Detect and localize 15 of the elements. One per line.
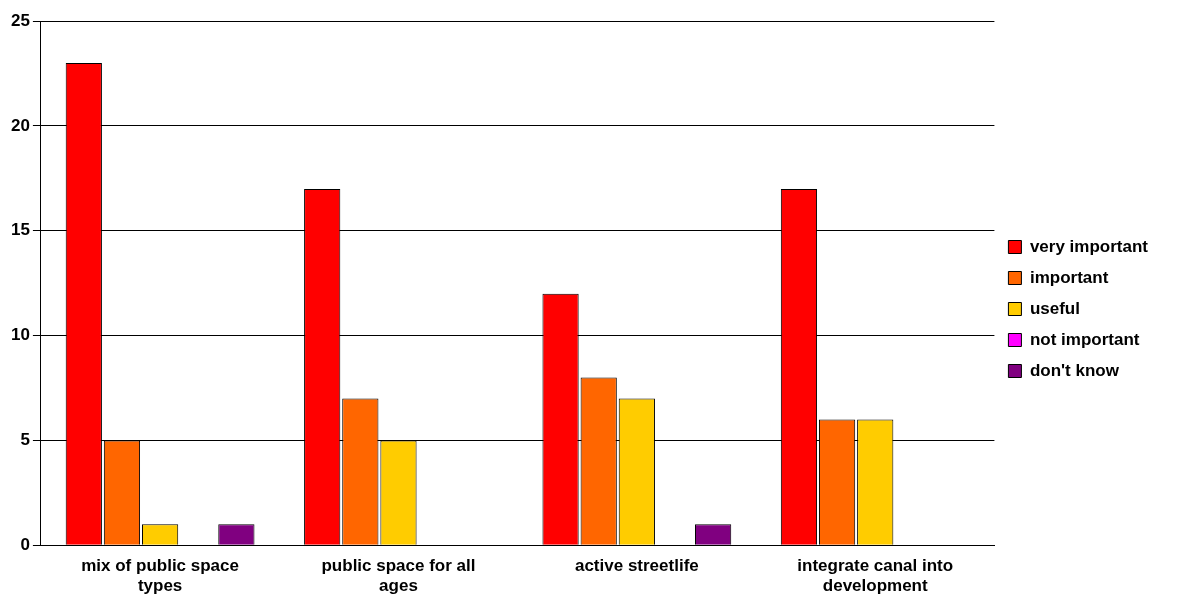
x-tick-label: mix of public space types	[81, 556, 239, 596]
y-tick-label: 5	[20, 430, 30, 450]
legend-label: important	[1029, 267, 1109, 287]
x-tick-label: public space for all ages	[321, 556, 476, 596]
y-tick-label: 25	[10, 10, 30, 30]
legend-label: not important	[1029, 329, 1140, 349]
legend-label: useful	[1029, 298, 1080, 318]
y-tick-label: 15	[10, 220, 30, 240]
x-tick-label: active streetlife	[574, 556, 699, 576]
x-tick-label: integrate canal into development	[797, 556, 954, 596]
legend-label: very important	[1029, 236, 1149, 256]
legend-label: don't know	[1029, 360, 1120, 380]
y-tick-label: 0	[20, 534, 30, 554]
y-tick-label: 20	[10, 115, 30, 135]
y-tick-label: 10	[10, 325, 30, 345]
